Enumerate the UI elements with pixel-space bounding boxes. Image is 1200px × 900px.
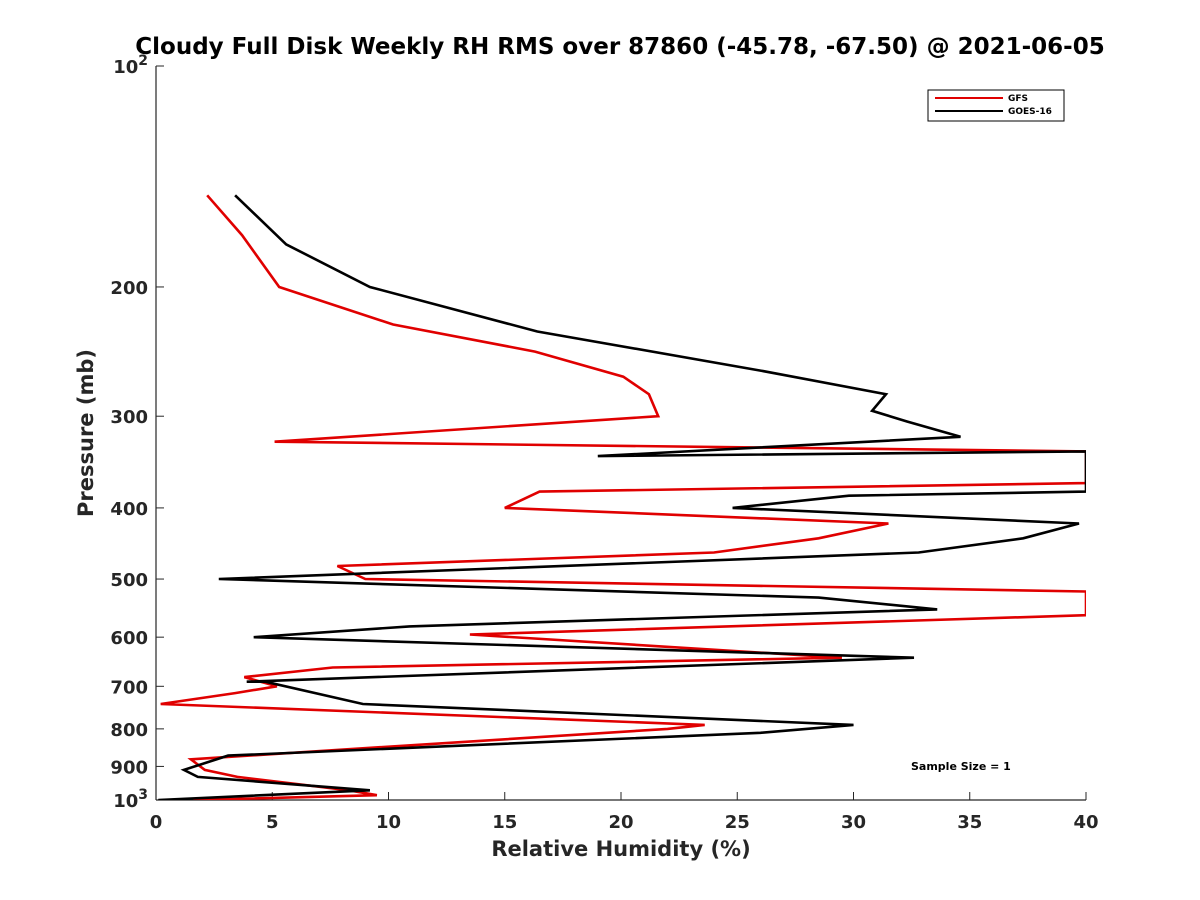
x-tick-label: 20: [608, 812, 633, 833]
x-tick-label: 40: [1073, 812, 1098, 833]
y-tick-label: 300: [110, 407, 148, 428]
y-tick-label: 500: [110, 570, 148, 591]
y-tick-label: 400: [110, 499, 148, 520]
sample-size-annotation: Sample Size = 1: [911, 760, 1011, 773]
x-tick-label: 5: [266, 812, 279, 833]
legend-label-goes16: GOES-16: [1008, 107, 1052, 117]
chart-title: Cloudy Full Disk Weekly RH RMS over 8786…: [135, 34, 1104, 60]
legend-box: [927, 89, 1065, 122]
y-tick-label: 600: [110, 628, 148, 649]
x-tick-label: 35: [957, 812, 982, 833]
axis-ticks-group: 0 5 10 15 20 25 30 35 40 102 200 300 400 500 600 700 800…: [110, 53, 1098, 833]
y-tick-label: 200: [110, 278, 148, 299]
x-tick-label: 0: [150, 812, 163, 833]
x-tick-label: 15: [492, 812, 517, 833]
legend: GFS GOES-16: [927, 89, 1065, 122]
y-axis-label: Pressure (mb): [74, 349, 98, 517]
series-line-gfs: [160, 194, 1086, 800]
y-tick-label: 900: [110, 757, 148, 778]
x-tick-label: 30: [841, 812, 866, 833]
legend-label-gfs: GFS: [1008, 94, 1028, 104]
y-tick-label: 102: [113, 53, 148, 78]
series-lines-group: [158, 194, 1086, 800]
y-tick-label: 800: [110, 720, 148, 741]
x-tick-label: 10: [376, 812, 401, 833]
x-axis-label: Relative Humidity (%): [491, 837, 750, 861]
x-tick-label: 25: [725, 812, 750, 833]
y-tick-label: 103: [113, 787, 148, 812]
y-tick-label: 700: [110, 677, 148, 698]
series-line-goes16: [158, 194, 1086, 800]
